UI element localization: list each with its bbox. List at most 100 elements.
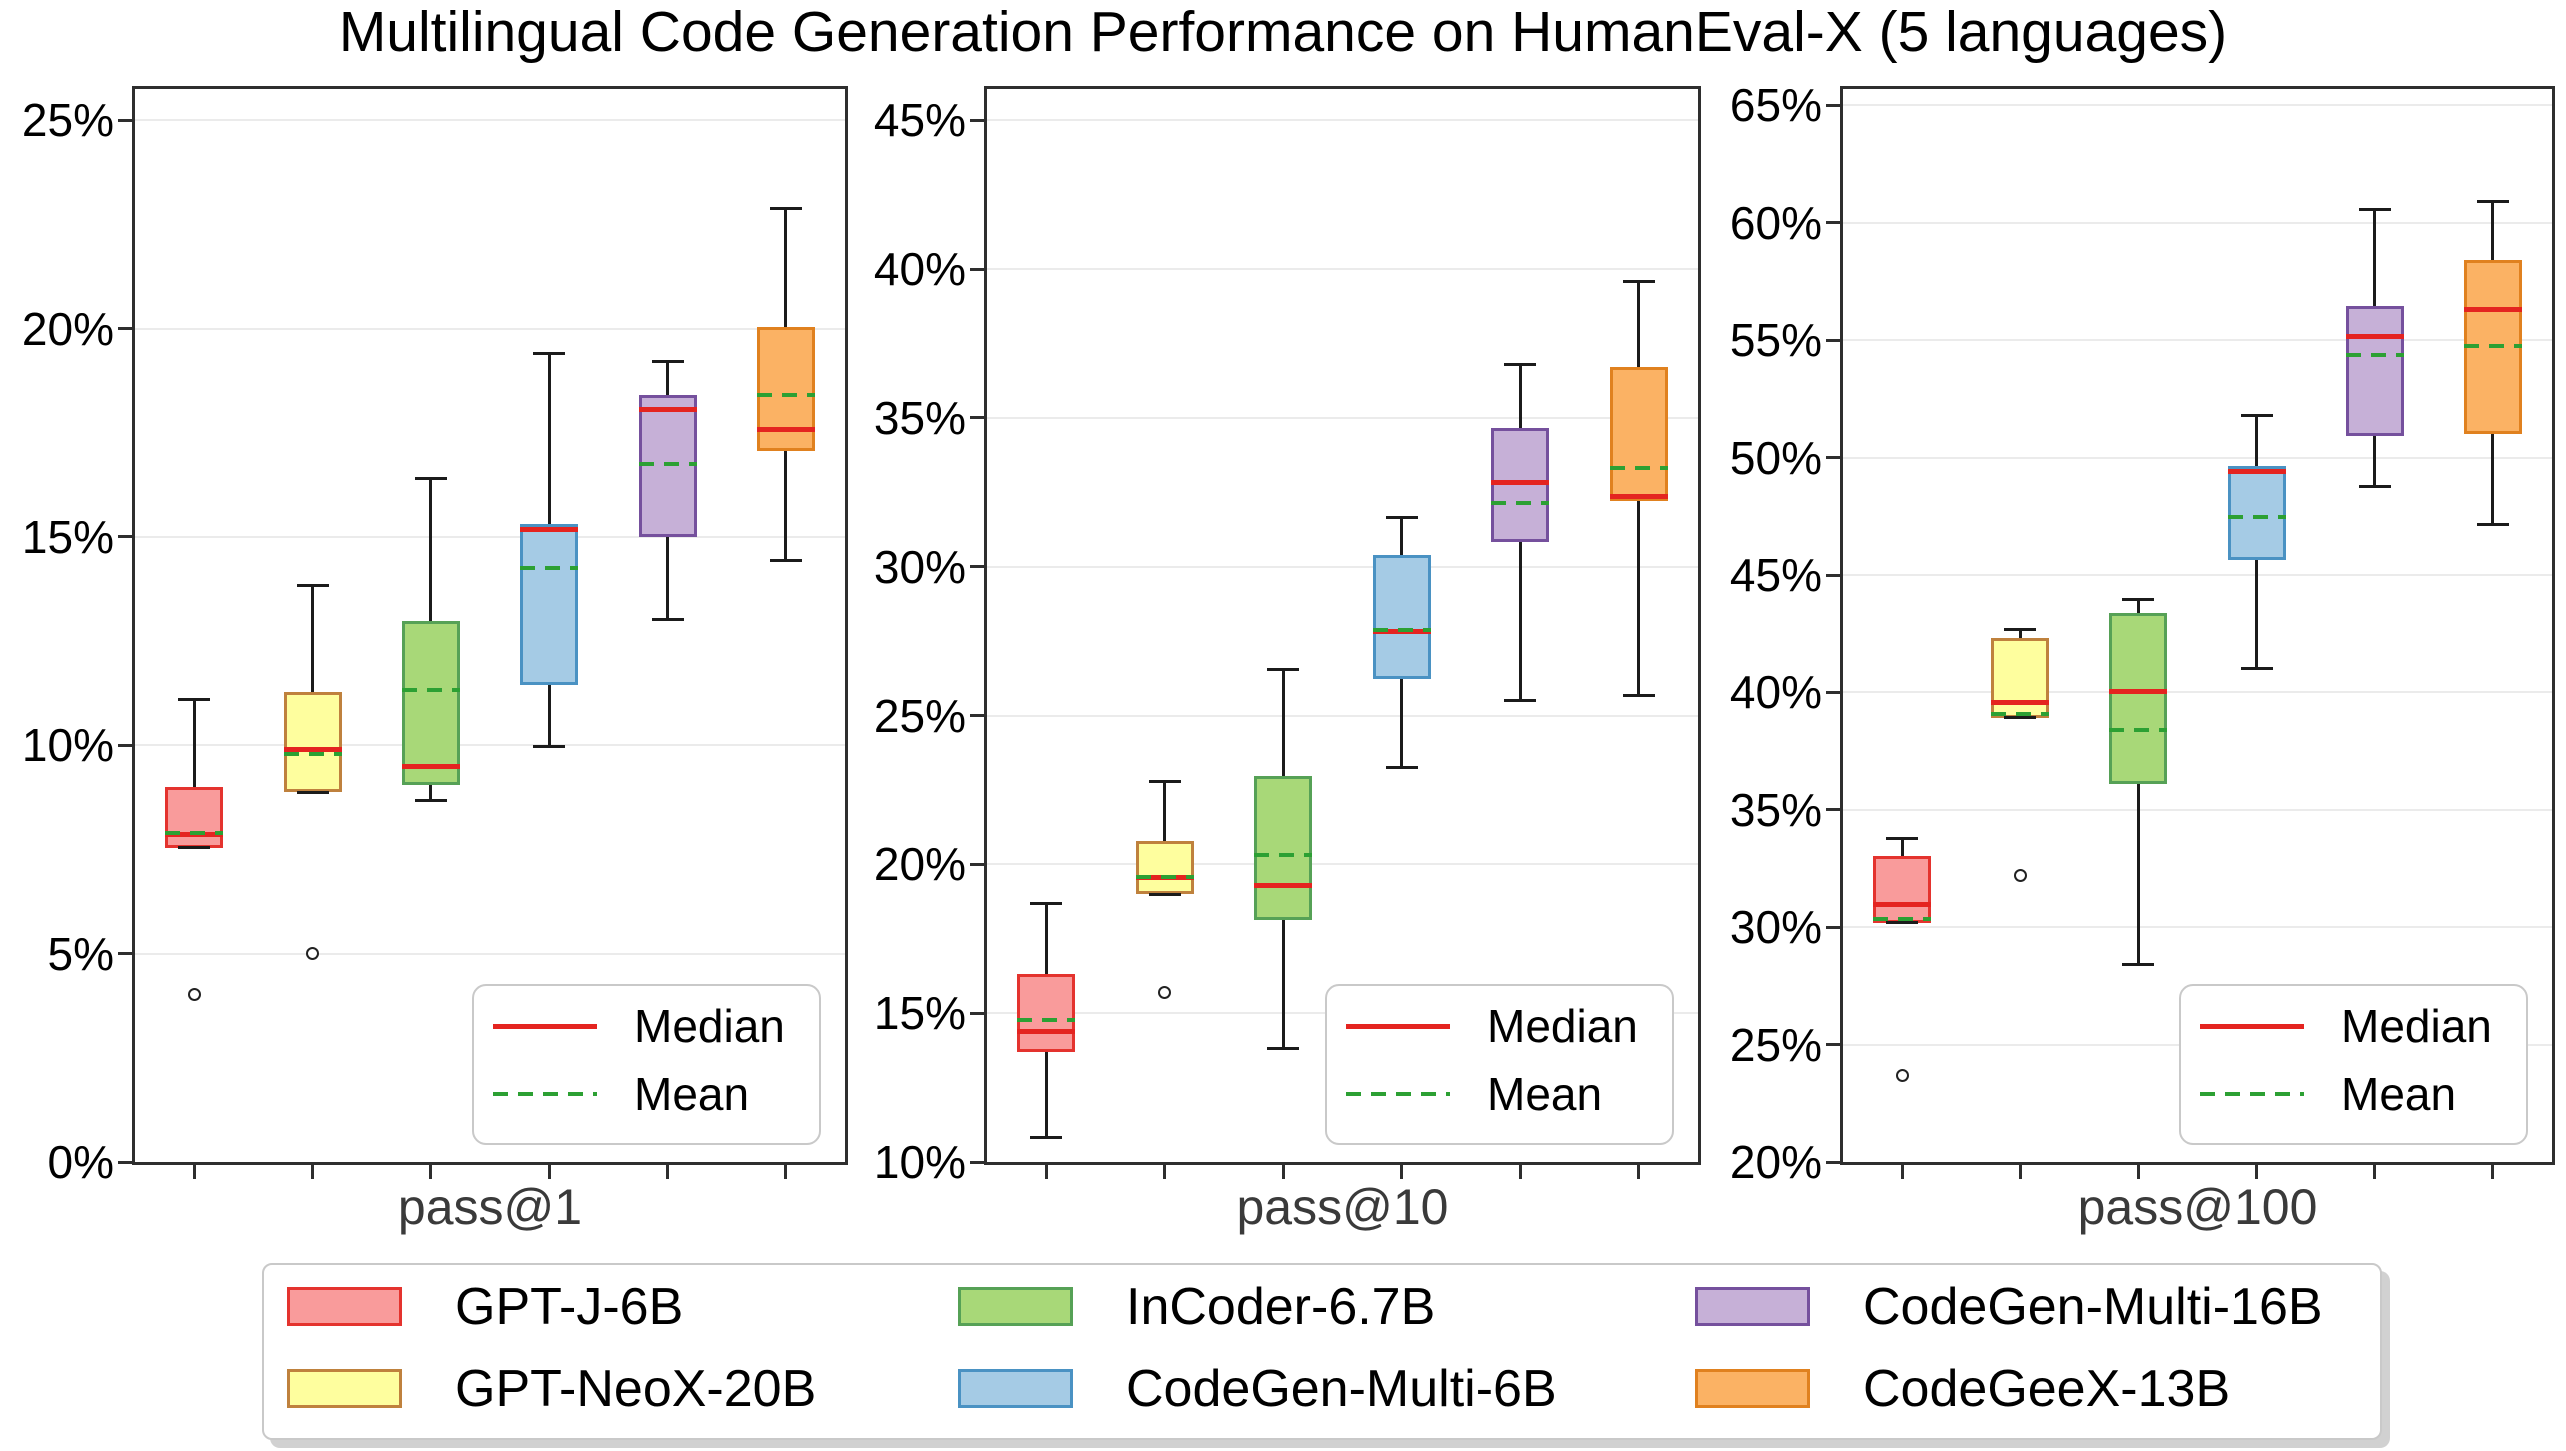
x-axis-label: pass@10 <box>1236 1179 1449 1235</box>
y-tick <box>1826 1043 1840 1047</box>
legend-mean-line <box>2200 1092 2304 1096</box>
mean-line <box>165 830 224 835</box>
whisker-cap-low <box>414 798 447 802</box>
y-tick-label: 40% <box>1729 666 1822 719</box>
y-tick <box>118 743 132 747</box>
x-tick <box>2255 1165 2259 1179</box>
gridline <box>1843 221 2552 224</box>
y-tick-label: 10% <box>873 1136 966 1188</box>
gridline <box>987 119 1698 122</box>
mean-line <box>401 688 460 693</box>
whisker-cap-high <box>178 697 211 701</box>
panel-pass@1: 0% 5% 10% 15% 20% 25% pass@1 Median Mean <box>22 86 848 1232</box>
mean-line <box>1135 875 1194 880</box>
x-tick <box>1400 1165 1404 1179</box>
legend-patch-CodeGen-Multi-6B <box>958 1369 1073 1408</box>
gridline <box>135 744 845 747</box>
y-tick <box>118 952 132 956</box>
median-line <box>1609 493 1668 499</box>
chart-title: Multilingual Code Generation Performance… <box>338 0 2228 64</box>
mean-line <box>1491 501 1550 506</box>
gridline <box>1843 456 2552 459</box>
x-tick <box>666 1165 669 1179</box>
y-tick <box>970 1011 984 1015</box>
whisker-cap-high <box>769 206 802 210</box>
box-CodeGen-Multi-6B <box>2227 466 2286 561</box>
gridline <box>1843 691 2552 694</box>
x-tick <box>784 1165 788 1179</box>
whisker-cap-high <box>296 584 329 588</box>
box-GPT-J-6B <box>1017 973 1076 1052</box>
legend-mean-line <box>1346 1092 1450 1096</box>
box-CodeGeeX-13B <box>1609 367 1668 501</box>
gridline <box>1843 339 2552 342</box>
mean-line <box>283 752 342 757</box>
box-GPT-NeoX-20B <box>283 691 342 793</box>
whisker-cap-low <box>651 617 684 621</box>
y-tick-label: 25% <box>873 689 966 742</box>
y-tick-label: 40% <box>873 243 966 296</box>
gridline <box>987 863 1698 866</box>
legend-mean-line <box>493 1092 597 1096</box>
x-axis-label: pass@1 <box>397 1179 583 1235</box>
median-line <box>756 426 815 432</box>
y-tick-label: 65% <box>1729 79 1822 132</box>
whisker-cap-high <box>1030 902 1063 906</box>
legend-label-CodeGen-Multi-16B: CodeGen-Multi-16B <box>1863 1277 2323 1336</box>
legend-median-line <box>1346 1023 1450 1029</box>
whisker-cap-low <box>1504 699 1537 703</box>
whisker-cap-high <box>1148 780 1181 784</box>
whisker-cap-low <box>769 559 802 563</box>
y-tick-label: 15% <box>873 987 966 1040</box>
y-tick <box>1826 103 1840 107</box>
whisker-cap-low <box>2358 485 2391 488</box>
x-tick <box>1900 1165 1904 1179</box>
whisker-cap-low <box>533 744 566 748</box>
legend-mean-label: Mean <box>2341 1068 2457 1120</box>
median-line <box>2345 333 2404 339</box>
y-tick-label: 45% <box>1729 549 1822 602</box>
panel-pass@100: 20% 25% 30% 35% 40% 45% 50% 55% 60% 65% pass@100 Me… <box>1730 82 2555 1232</box>
gridline <box>987 416 1698 419</box>
y-tick <box>118 118 132 122</box>
whisker-cap-low <box>2476 523 2509 527</box>
mean-line <box>2227 515 2286 520</box>
gridline <box>135 952 845 955</box>
whisker-cap-high <box>1622 280 1655 284</box>
mean-line <box>1017 1017 1076 1022</box>
median-line <box>1991 699 2050 705</box>
y-tick-label: 35% <box>873 391 966 444</box>
x-tick <box>1044 1165 1048 1179</box>
x-axis-label: pass@100 <box>2077 1179 2318 1235</box>
x-tick <box>2136 1165 2140 1179</box>
outlier-marker <box>187 988 201 1002</box>
mean-line <box>2109 728 2168 733</box>
whisker-cap-low <box>1148 892 1181 896</box>
panel-pass@10: 10% 15% 20% 25% 30% 35% 40% 45% pass@10 Median Mea… <box>874 86 1701 1232</box>
median-line <box>1873 902 1932 908</box>
y-tick-label: 15% <box>21 510 114 563</box>
gridline <box>1843 926 2552 929</box>
legend-label-CodeGeeX-13B: CodeGeeX-13B <box>1863 1359 2231 1418</box>
y-tick-label: 20% <box>1729 1136 1822 1188</box>
whisker-cap-low <box>1030 1136 1063 1140</box>
x-tick <box>192 1165 196 1179</box>
gridline <box>1843 574 2552 577</box>
model-legend: GPT-J-6B GPT-NeoX-20B InCoder-6.7B CodeGen-… <box>262 1263 2382 1440</box>
median-line <box>1491 479 1550 485</box>
legend-label-GPT-J-6B: GPT-J-6B <box>455 1277 684 1336</box>
legend-patch-CodeGen-Multi-16B <box>1695 1287 1810 1326</box>
median-line <box>2227 468 2286 474</box>
box-CodeGen-Multi-6B <box>520 524 579 686</box>
box-GPT-J-6B <box>165 787 224 848</box>
mean-line <box>2463 343 2522 348</box>
y-tick-label: 45% <box>873 94 966 147</box>
gridline <box>135 119 845 122</box>
stat-legend: Median Mean <box>472 984 821 1145</box>
gridline <box>987 268 1698 271</box>
gridline <box>987 714 1698 717</box>
mean-line <box>638 462 697 467</box>
legend-median-label: Median <box>2341 1000 2492 1052</box>
y-tick-label: 20% <box>21 302 114 355</box>
